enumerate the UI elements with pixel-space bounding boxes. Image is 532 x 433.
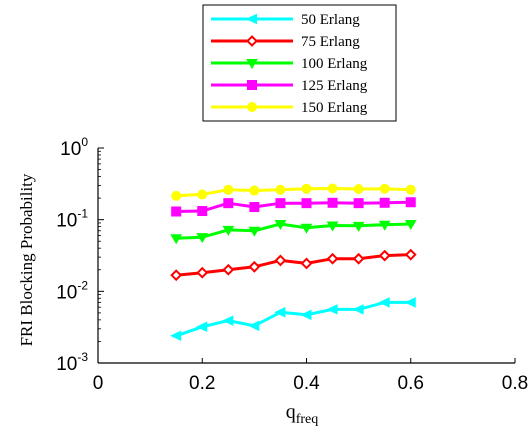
data-point — [326, 221, 339, 232]
data-point — [404, 297, 416, 308]
legend-item: 50 Erlang — [211, 12, 360, 28]
data-point — [379, 197, 390, 208]
legend-swatch-marker — [246, 59, 258, 69]
y-tick-label: 10-1 — [56, 207, 88, 232]
x-tick-label: 0 — [93, 373, 104, 394]
data-point — [274, 254, 287, 267]
series-0 — [170, 297, 416, 342]
series-line — [176, 253, 411, 277]
legend-item: 100 Erlang — [211, 56, 368, 72]
data-point — [223, 198, 234, 209]
data-point — [274, 220, 287, 230]
data-point — [404, 248, 417, 261]
data-point — [197, 189, 208, 200]
legend-swatch-marker — [247, 102, 257, 112]
data-point — [170, 269, 183, 282]
data-point — [327, 183, 338, 194]
x-axis-label-subscript: freq — [296, 412, 319, 427]
legend-item: 125 Erlang — [211, 78, 368, 94]
data-point — [405, 197, 416, 208]
y-axis-label: FRI Blocking Probability — [17, 173, 36, 346]
data-point — [171, 190, 182, 201]
data-point — [275, 184, 286, 195]
data-point — [326, 304, 338, 315]
data-point — [222, 225, 235, 236]
data-point — [248, 260, 261, 273]
legend-label: 125 Erlang — [301, 78, 368, 94]
data-point — [249, 202, 260, 213]
x-tick-label: 0.2 — [189, 373, 215, 394]
series-3 — [171, 197, 416, 217]
series-line — [176, 200, 411, 213]
legend-swatch-marker — [246, 35, 258, 47]
series-line — [176, 187, 411, 198]
data-point — [196, 233, 209, 244]
data-point — [196, 266, 209, 279]
x-tick-label: 0.6 — [398, 373, 424, 394]
data-point — [275, 198, 286, 209]
data-point — [300, 257, 313, 270]
x-axis-label-main: q — [286, 401, 296, 423]
data-point — [222, 315, 234, 326]
data-point — [379, 183, 390, 194]
series-layer — [170, 183, 417, 342]
series-4 — [171, 183, 416, 201]
data-point — [301, 183, 312, 194]
legend-swatch-marker — [247, 80, 257, 90]
data-point — [378, 220, 391, 231]
data-point — [404, 220, 417, 230]
series-2 — [170, 220, 417, 245]
data-point — [249, 185, 260, 196]
series-line — [175, 300, 411, 338]
legend-label: 100 Erlang — [301, 56, 368, 72]
data-point — [222, 263, 235, 276]
y-tick-label: 100 — [60, 135, 88, 160]
y-tick-label: 10-2 — [56, 278, 88, 303]
data-point — [300, 223, 313, 234]
data-point — [405, 184, 416, 195]
data-point — [197, 206, 208, 217]
x-tick-label: 0.4 — [293, 373, 320, 394]
legend-swatch-marker — [245, 13, 257, 25]
data-point — [170, 234, 183, 245]
legend-item: 150 Erlang — [211, 100, 368, 116]
data-point — [327, 197, 338, 208]
legend-label: 150 Erlang — [301, 100, 368, 116]
x-axis-label: qfreq — [286, 401, 319, 427]
legend-label: 75 Erlang — [301, 34, 360, 50]
data-point — [301, 198, 312, 209]
data-point — [171, 206, 182, 217]
data-point — [326, 252, 339, 265]
x-tick-label: 0.8 — [502, 373, 528, 394]
legend: 50 Erlang 75 Erlang 100 Erlang 125 Erlang 15… — [202, 4, 397, 122]
series-1 — [170, 248, 417, 282]
y-tick-label: 10-3 — [56, 350, 88, 375]
legend-label: 50 Erlang — [301, 12, 360, 28]
data-point — [196, 321, 208, 333]
data-point — [300, 309, 312, 321]
data-point — [248, 226, 261, 237]
data-point — [378, 249, 391, 262]
data-point — [274, 307, 286, 318]
legend-item: 75 Erlang — [211, 34, 360, 50]
data-point — [223, 184, 234, 195]
data-point — [248, 320, 260, 332]
axes: 0 0.2 0.4 0.6 0.8 10-3 10-2 10-1 100 — [56, 135, 528, 394]
data-point — [170, 330, 182, 342]
series-line — [176, 222, 411, 240]
data-point — [352, 304, 364, 315]
data-point — [352, 252, 365, 265]
data-point — [378, 297, 390, 308]
data-point — [353, 198, 364, 209]
data-point — [352, 221, 365, 232]
data-point — [353, 183, 364, 194]
